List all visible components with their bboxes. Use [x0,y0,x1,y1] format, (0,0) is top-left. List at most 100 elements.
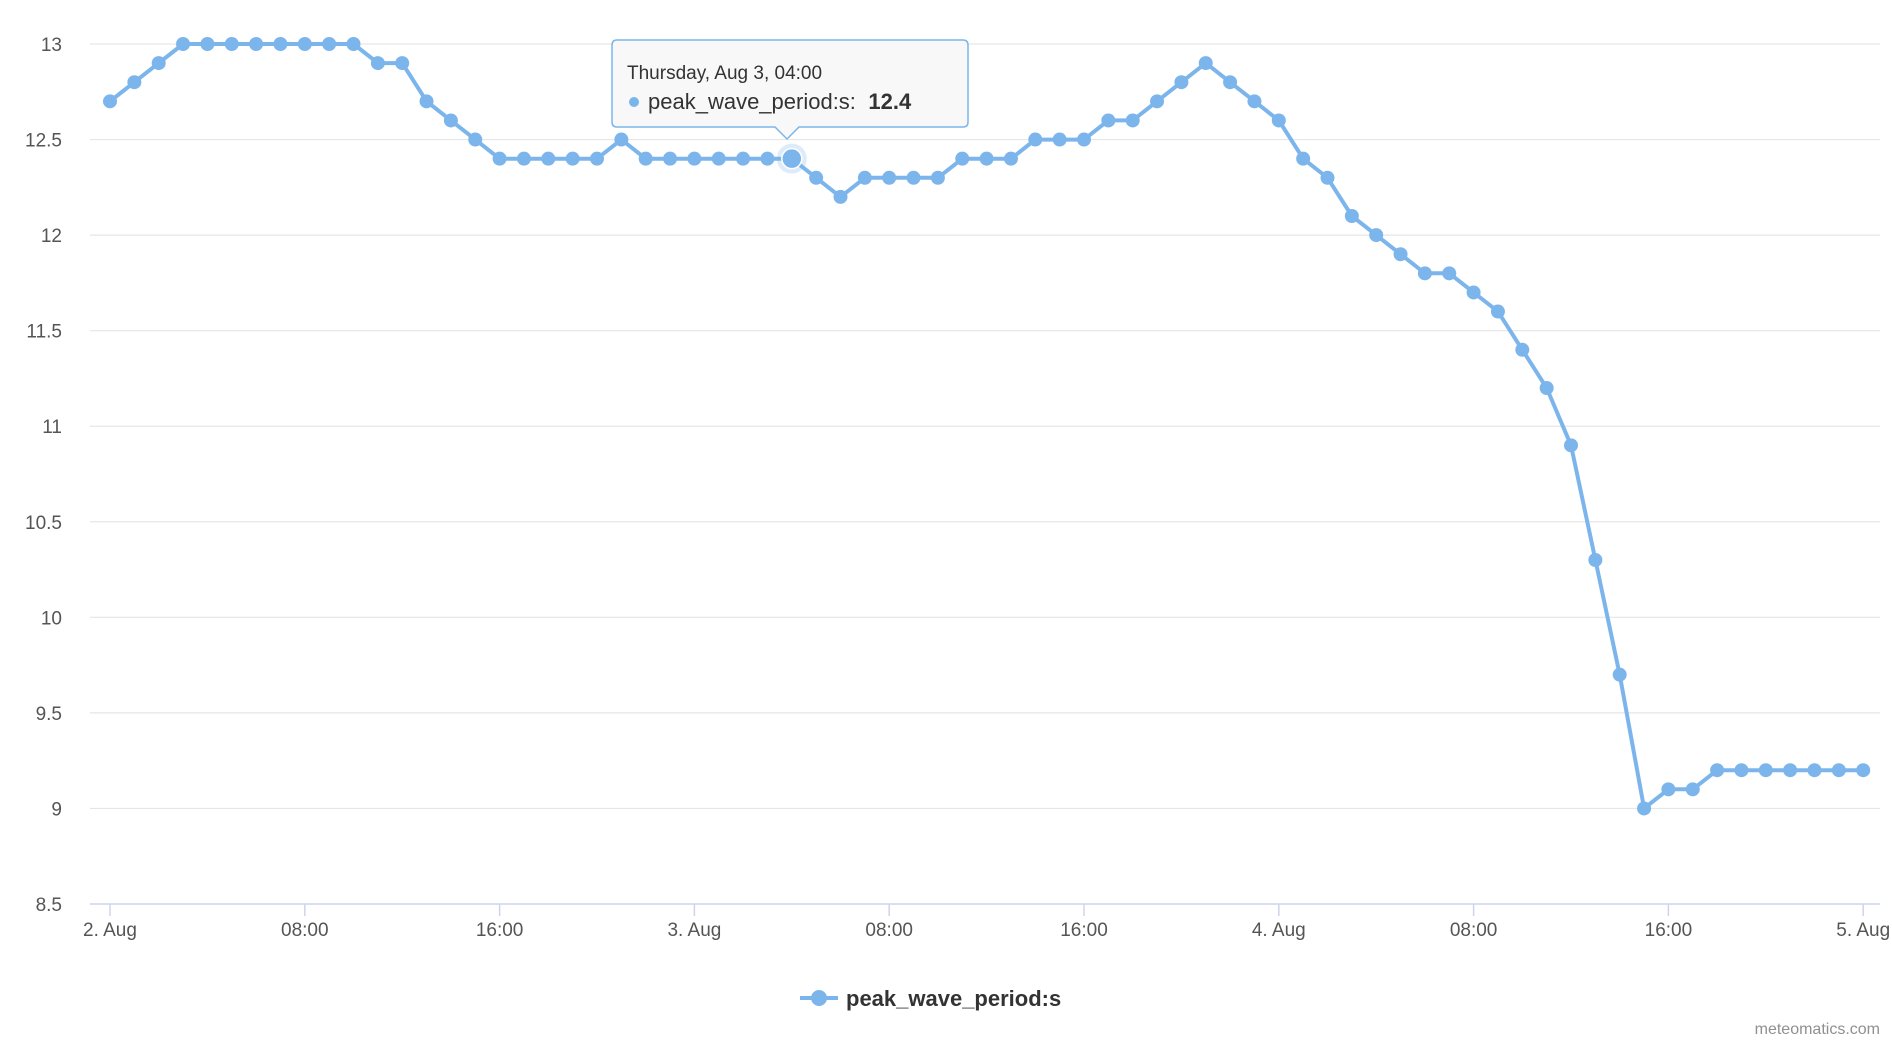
data-point[interactable] [930,170,945,185]
data-point[interactable] [1612,667,1627,682]
data-point[interactable] [1856,763,1871,778]
data-point[interactable] [1734,763,1749,778]
data-point[interactable] [1052,132,1067,147]
data-point[interactable] [127,75,142,90]
data-point[interactable] [273,37,288,51]
data-point[interactable] [955,151,970,166]
data-point[interactable] [1028,132,1043,147]
data-point[interactable] [516,151,531,166]
data-point[interactable] [687,151,702,166]
data-point[interactable] [1077,132,1091,147]
y-tick-label: 12.5 [25,131,62,152]
legend-label[interactable]: peak_wave_period:s [846,986,1061,1011]
hovered-data-point[interactable] [781,147,803,170]
data-point[interactable] [1466,285,1481,300]
data-point[interactable] [1807,763,1822,778]
data-point[interactable] [1588,553,1603,567]
data-point[interactable] [224,37,239,51]
data-point[interactable] [614,132,629,147]
data-point[interactable] [1758,763,1773,778]
data-point[interactable] [1442,266,1457,281]
data-point[interactable] [322,37,337,51]
data-point[interactable] [1637,801,1652,816]
data-point[interactable] [833,189,848,204]
data-point[interactable] [103,94,117,109]
y-tick-label: 9.5 [36,704,62,725]
legend[interactable]: peak_wave_period:s [800,986,1061,1011]
x-tick-label: 16:00 [1060,920,1108,941]
x-tick-label: 2. Aug [83,920,137,941]
data-point[interactable] [541,151,556,166]
x-axis: 2. Aug 08:00 16:00 3. Aug 08:00 16:00 4. Aug 08… [83,903,1890,941]
data-point[interactable] [249,37,264,51]
y-tick-label: 10 [41,608,62,629]
data-point[interactable] [1417,266,1432,281]
data-point[interactable] [1247,94,1262,109]
data-point[interactable] [760,151,775,166]
data-point[interactable] [1831,763,1846,778]
data-point[interactable] [395,56,410,71]
y-tick-label: 8.5 [36,895,62,916]
data-point[interactable] [1296,151,1311,166]
x-tick-label: 4. Aug [1252,920,1306,941]
data-point[interactable] [1223,75,1238,90]
tooltip-box [611,39,969,141]
data-point[interactable] [1564,438,1578,453]
data-point[interactable] [370,56,385,71]
data-point[interactable] [663,151,678,166]
y-axis: 8.5 9 9.5 10 10.5 11 11.5 12 12.5 13 [25,35,62,916]
data-point[interactable] [1101,113,1116,128]
data-point[interactable] [565,151,580,166]
data-point[interactable] [200,37,215,51]
data-point[interactable] [419,94,434,109]
data-point[interactable] [809,170,824,185]
x-tick-label: 3. Aug [667,920,721,941]
data-point[interactable] [1150,94,1165,109]
data-point[interactable] [176,37,191,51]
data-point[interactable] [711,151,726,166]
data-point[interactable] [468,132,483,147]
data-point[interactable] [590,151,604,166]
y-tick-label: 12 [41,226,62,247]
y-tick-label: 11 [42,417,62,438]
data-point[interactable] [1393,247,1408,262]
data-point[interactable] [638,151,653,166]
series-peak-wave-period[interactable] [103,37,1871,816]
data-point[interactable] [1320,170,1335,185]
data-point[interactable] [443,113,458,128]
x-tick-label: 08:00 [281,920,329,941]
data-point[interactable] [1369,228,1384,243]
data-point[interactable] [297,37,312,51]
data-point[interactable] [1003,151,1018,166]
credits[interactable]: meteomatics.com [1755,1021,1880,1038]
data-point[interactable] [1539,381,1554,395]
data-point[interactable] [1174,75,1189,90]
x-tick-label: 16:00 [1645,920,1693,941]
data-point[interactable] [1710,763,1725,778]
x-tick-label: 5. Aug [1836,920,1890,941]
data-point[interactable] [1515,342,1530,357]
tooltip: Thursday, Aug 3, 04:00 peak_wave_period:… [611,39,969,141]
data-point[interactable] [979,151,994,166]
data-point[interactable] [1783,763,1798,778]
data-point[interactable] [492,151,507,166]
y-tick-label: 13 [41,35,62,56]
data-point[interactable] [857,170,872,185]
data-point[interactable] [1198,56,1213,71]
data-point[interactable] [1271,113,1286,128]
data-point[interactable] [1344,209,1359,223]
y-tick-label: 11.5 [26,322,62,343]
data-point[interactable] [1661,782,1676,797]
data-point[interactable] [151,56,166,71]
data-point[interactable] [736,151,751,166]
x-tick-label: 08:00 [865,920,913,941]
data-point[interactable] [882,170,897,185]
data-point[interactable] [906,170,921,185]
data-point[interactable] [1125,113,1140,128]
data-point[interactable] [1685,782,1700,797]
data-point[interactable] [1490,304,1505,319]
tooltip-series-line: peak_wave_period:s: 12.4 [648,89,912,114]
data-point[interactable] [346,37,361,51]
tooltip-title: Thursday, Aug 3, 04:00 [627,63,822,84]
